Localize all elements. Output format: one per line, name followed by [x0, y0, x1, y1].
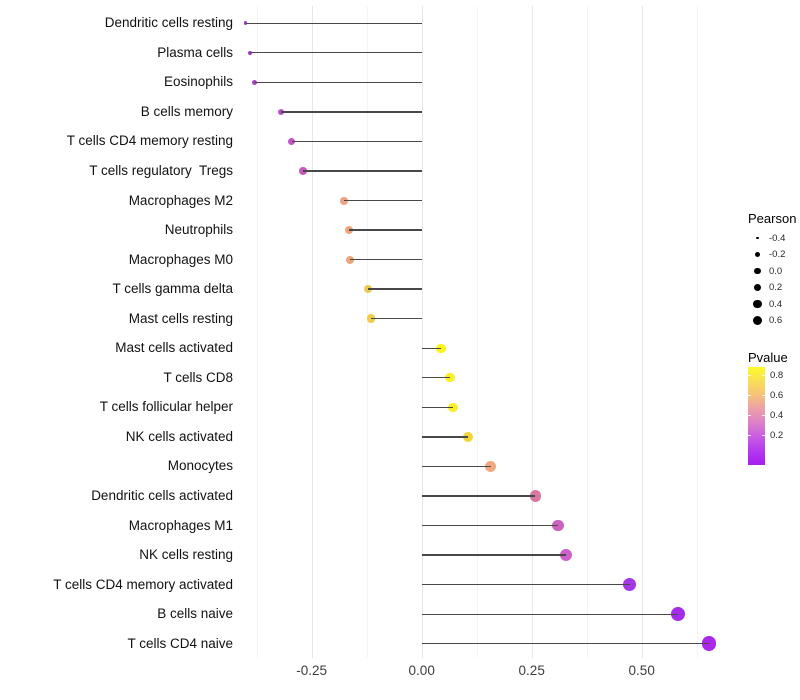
category-label: Macrophages M1 — [128, 517, 233, 533]
lollipop-line — [302, 170, 422, 172]
lollipop-line — [421, 347, 442, 349]
colorbar-tick — [762, 395, 765, 397]
lollipop-line — [421, 643, 709, 645]
category-label: T cells gamma delta — [112, 281, 233, 297]
colorbar-tick — [748, 375, 751, 377]
pearson-size-label: -0.2 — [769, 249, 786, 260]
pvalue-tick-label: 0.6 — [770, 389, 784, 401]
data-point — [671, 607, 686, 622]
data-point — [529, 490, 541, 502]
minor-gridline — [476, 6, 478, 658]
lollipop-line — [349, 229, 422, 231]
data-point — [701, 636, 717, 652]
pvalue-tick-label: 0.4 — [770, 409, 784, 421]
category-label: Dendritic cells resting — [104, 15, 233, 31]
category-label: Neutrophils — [164, 222, 233, 238]
pearson-legend-title: Pearson — [748, 211, 797, 226]
category-label: T cells CD4 naive — [127, 635, 233, 651]
lollipop-line — [250, 52, 422, 54]
minor-gridline — [366, 6, 368, 658]
lollipop-line — [421, 613, 679, 615]
major-gridline — [531, 6, 533, 658]
lollipop-line — [280, 111, 422, 113]
x-tick-label: 0.00 — [408, 663, 435, 678]
minor-gridline — [696, 6, 698, 658]
colorbar-tick — [748, 415, 751, 417]
major-gridline — [311, 6, 313, 658]
x-tick-label: 0.50 — [628, 663, 655, 678]
lollipop-line — [254, 81, 422, 83]
data-point — [247, 50, 253, 55]
data-point — [436, 343, 446, 353]
data-point — [462, 431, 473, 442]
lollipop-line — [291, 140, 422, 143]
lollipop-line — [421, 495, 536, 497]
colorbar-tick — [762, 415, 765, 417]
data-point — [623, 578, 637, 592]
data-point — [485, 461, 497, 472]
category-label: B cells naive — [157, 606, 233, 622]
pearson-size-label: 0.0 — [769, 265, 783, 277]
pearson-size-label: 0.4 — [769, 298, 783, 310]
pearson-size-dot — [752, 315, 763, 326]
x-tick-label: -0.25 — [296, 663, 328, 678]
data-point — [299, 167, 307, 175]
major-gridline — [641, 6, 643, 658]
lollipop-line — [245, 22, 422, 24]
colorbar-tick — [748, 395, 751, 397]
data-point — [552, 519, 564, 532]
major-gridline — [421, 6, 423, 658]
lollipop-line — [421, 406, 453, 409]
x-tick-label: 0.25 — [518, 663, 545, 678]
data-point — [448, 402, 458, 413]
category-label: Mast cells activated — [115, 340, 233, 356]
lollipop-line — [349, 258, 422, 261]
category-label: B cells memory — [140, 103, 233, 119]
category-label: T cells CD4 memory resting — [66, 133, 233, 149]
pvalue-colorbar — [748, 367, 765, 465]
lollipop-line — [368, 288, 422, 290]
colorbar-tick — [762, 375, 765, 377]
category-label: T cells regulatory Tregs — [89, 162, 233, 178]
minor-gridline — [586, 6, 588, 658]
category-label: Dendritic cells activated — [91, 488, 233, 503]
pearson-size-label: 0.2 — [769, 282, 783, 293]
category-label: Macrophages M0 — [128, 251, 233, 267]
category-label: T cells CD4 memory activated — [53, 576, 233, 592]
pearson-size-dot — [753, 283, 762, 292]
pearson-size-label: 0.6 — [769, 315, 783, 326]
data-point — [560, 549, 572, 562]
colorbar-tick — [748, 435, 751, 436]
lollipop-line — [343, 199, 422, 202]
pvalue-tick-label: 0.2 — [770, 429, 784, 441]
lollipop-line — [421, 554, 566, 556]
data-point — [445, 373, 455, 383]
category-label: Plasma cells — [157, 44, 233, 60]
pearson-size-dot — [754, 267, 761, 275]
lollipop-line — [421, 436, 468, 438]
pearson-size-dot — [753, 299, 762, 309]
category-label: NK cells resting — [139, 547, 233, 563]
lollipop-line — [421, 583, 630, 586]
pvalue-tick-label: 0.8 — [770, 369, 784, 381]
pearson-size-label: -0.4 — [769, 232, 786, 244]
category-label: T cells CD8 — [163, 369, 233, 385]
lollipop-line — [421, 524, 559, 527]
lollipop-line — [421, 465, 491, 468]
category-label: Macrophages M2 — [128, 192, 233, 208]
category-label: Monocytes — [167, 458, 233, 474]
minor-gridline — [256, 6, 258, 658]
pearson-size-dot — [755, 252, 760, 257]
category-label: T cells follicular helper — [99, 399, 233, 415]
pearson-size-dot — [756, 236, 759, 240]
category-label: Mast cells resting — [128, 310, 233, 326]
pvalue-legend-title: Pvalue — [748, 350, 788, 365]
lollipop-line — [371, 318, 422, 320]
category-label: NK cells activated — [125, 428, 233, 444]
category-label: Eosinophils — [163, 74, 233, 90]
colorbar-tick — [762, 435, 765, 436]
lollipop-line — [421, 377, 450, 379]
